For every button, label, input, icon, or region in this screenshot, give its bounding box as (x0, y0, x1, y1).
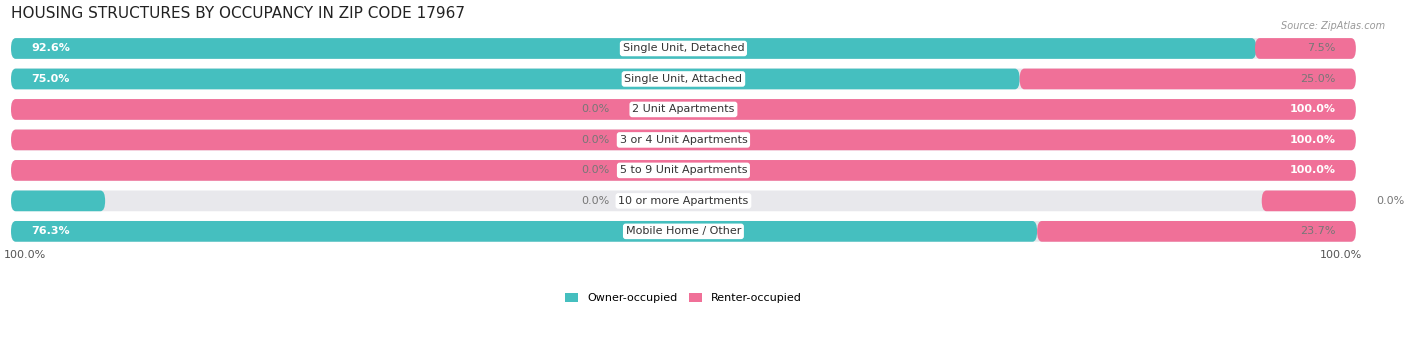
FancyBboxPatch shape (11, 130, 1355, 150)
Text: 100.0%: 100.0% (1289, 104, 1336, 115)
Text: 25.0%: 25.0% (1301, 74, 1336, 84)
FancyBboxPatch shape (11, 99, 1355, 120)
Text: Single Unit, Detached: Single Unit, Detached (623, 43, 744, 53)
FancyBboxPatch shape (11, 38, 1355, 59)
Text: 2 Unit Apartments: 2 Unit Apartments (633, 104, 734, 115)
FancyBboxPatch shape (11, 221, 1038, 242)
Text: 100.0%: 100.0% (1289, 166, 1336, 175)
FancyBboxPatch shape (11, 99, 1355, 120)
Text: 100.0%: 100.0% (4, 250, 46, 260)
FancyBboxPatch shape (1256, 38, 1355, 59)
Text: 100.0%: 100.0% (1289, 135, 1336, 145)
Text: 0.0%: 0.0% (581, 104, 609, 115)
Text: HOUSING STRUCTURES BY OCCUPANCY IN ZIP CODE 17967: HOUSING STRUCTURES BY OCCUPANCY IN ZIP C… (11, 5, 465, 21)
FancyBboxPatch shape (11, 69, 1355, 89)
FancyBboxPatch shape (1038, 221, 1355, 242)
FancyBboxPatch shape (1261, 190, 1355, 211)
FancyBboxPatch shape (11, 190, 105, 211)
Text: 0.0%: 0.0% (1376, 196, 1405, 206)
Legend: Owner-occupied, Renter-occupied: Owner-occupied, Renter-occupied (561, 289, 806, 308)
Text: Source: ZipAtlas.com: Source: ZipAtlas.com (1281, 21, 1385, 30)
FancyBboxPatch shape (11, 160, 1355, 181)
FancyBboxPatch shape (11, 130, 1355, 150)
Text: 5 to 9 Unit Apartments: 5 to 9 Unit Apartments (620, 166, 747, 175)
Text: 100.0%: 100.0% (1320, 250, 1362, 260)
Text: 75.0%: 75.0% (31, 74, 69, 84)
Text: Mobile Home / Other: Mobile Home / Other (626, 226, 741, 236)
FancyBboxPatch shape (11, 190, 1355, 211)
Text: 7.5%: 7.5% (1308, 43, 1336, 53)
Text: 10 or more Apartments: 10 or more Apartments (619, 196, 748, 206)
FancyBboxPatch shape (1019, 69, 1355, 89)
Text: 23.7%: 23.7% (1301, 226, 1336, 236)
Text: 76.3%: 76.3% (31, 226, 70, 236)
Text: 0.0%: 0.0% (581, 166, 609, 175)
Text: Single Unit, Attached: Single Unit, Attached (624, 74, 742, 84)
FancyBboxPatch shape (11, 221, 1355, 242)
FancyBboxPatch shape (11, 38, 1257, 59)
Text: 92.6%: 92.6% (31, 43, 70, 53)
Text: 0.0%: 0.0% (581, 196, 609, 206)
Text: 3 or 4 Unit Apartments: 3 or 4 Unit Apartments (620, 135, 748, 145)
Text: 0.0%: 0.0% (581, 135, 609, 145)
FancyBboxPatch shape (11, 160, 1355, 181)
FancyBboxPatch shape (11, 69, 1019, 89)
